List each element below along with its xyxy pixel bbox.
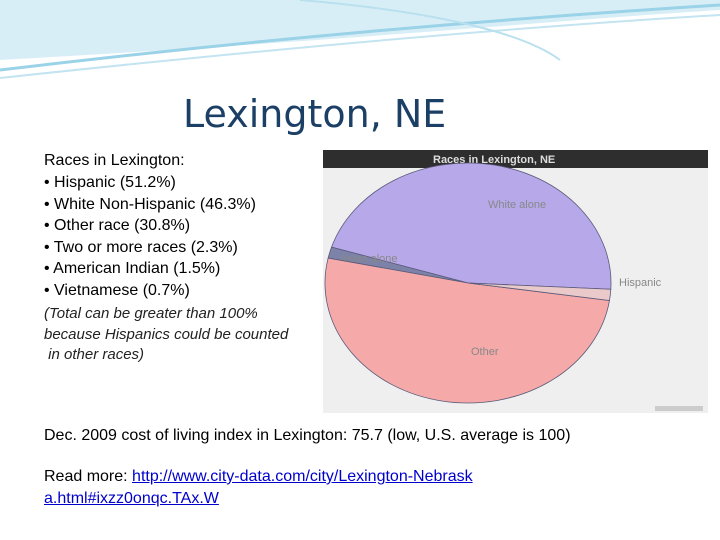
slide-title: Lexington, NE (183, 92, 447, 136)
note-line: because Hispanics could be counted (44, 325, 289, 343)
pie-chart: Races in Lexington, NE White aloneAsian … (323, 150, 708, 413)
race-item: • White Non-Hispanic (46.3%) (44, 195, 256, 213)
race-item: • American Indian (1.5%) (44, 260, 221, 277)
read-more-label: Read more: (44, 468, 128, 485)
slice-label: Other (471, 346, 499, 358)
read-more: Read more: http://www.city-data.com/city… (44, 466, 484, 510)
slice-label: Asian alone (340, 253, 398, 265)
race-item: • Other race (30.8%) (44, 217, 191, 234)
swoosh-line (299, 0, 561, 61)
pie-slice (324, 257, 610, 404)
race-item: • Vietnamese (0.7%) (44, 281, 190, 299)
logo (655, 406, 703, 411)
pie-slice (331, 162, 612, 290)
races-heading: Races in Lexington: (44, 152, 185, 169)
race-item: • Two or more races (2.3%) (44, 238, 238, 256)
swoosh-line (0, 14, 720, 79)
link[interactable]: http://www.city-data.com/city/Lexington-… (44, 468, 473, 507)
header-decoration (0, 0, 720, 79)
chart-title-bar (323, 150, 708, 168)
slice-label: Hispanic (619, 277, 662, 289)
race-item: • Hispanic (51.2%) (44, 174, 176, 191)
pie-slice (467, 282, 612, 301)
slice-label: White alone (488, 199, 546, 211)
note-line: in other races) (44, 346, 145, 363)
cost-of-living: Dec. 2009 cost of living index in Lexing… (44, 427, 571, 444)
swoosh (0, 0, 720, 60)
swoosh-line (0, 3, 720, 72)
note-line: (Total can be greater than 100% (44, 305, 258, 322)
